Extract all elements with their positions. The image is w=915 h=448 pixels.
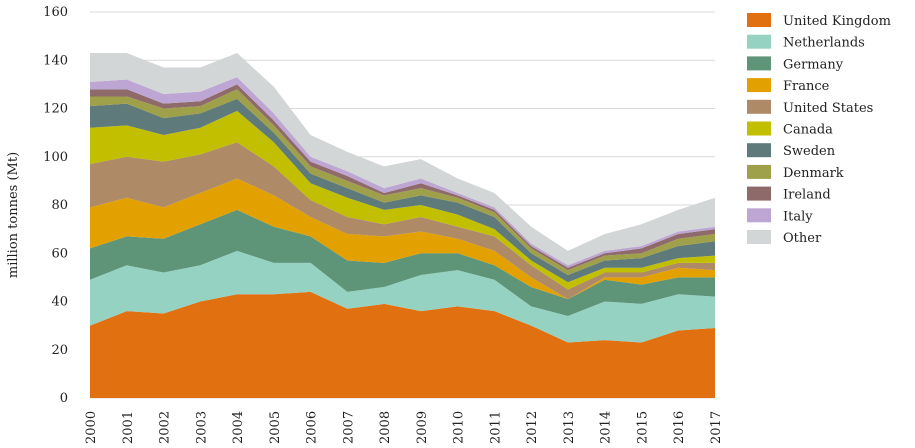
area-united-states bbox=[90, 142, 715, 300]
legend-swatch bbox=[747, 121, 771, 136]
area-sweden bbox=[90, 98, 715, 283]
legend-label: France bbox=[783, 79, 830, 94]
x-tick-label: 2003 bbox=[194, 411, 209, 444]
legend-swatch bbox=[747, 143, 771, 158]
area-italy bbox=[90, 77, 715, 268]
legend-label: Italy bbox=[783, 209, 813, 224]
area-series bbox=[90, 53, 715, 398]
x-tick-label: 2014 bbox=[599, 411, 614, 444]
legend-label: United States bbox=[783, 101, 873, 116]
legend-swatch bbox=[747, 208, 771, 223]
x-tick-label: 2002 bbox=[158, 411, 173, 444]
legend: United Kingdom Netherlands Germany France Un… bbox=[747, 13, 891, 246]
area-netherlands bbox=[90, 250, 715, 343]
area-ireland bbox=[90, 84, 715, 271]
area-denmark bbox=[90, 89, 715, 275]
y-tick-label: 160 bbox=[43, 5, 68, 20]
area-united-kingdom bbox=[90, 291, 715, 398]
legend-label: Ireland bbox=[783, 188, 831, 203]
legend-label: Netherlands bbox=[783, 36, 865, 51]
x-tick-label: 2006 bbox=[305, 411, 320, 444]
x-tick-label: 2016 bbox=[672, 411, 687, 444]
legend-label: Denmark bbox=[783, 166, 844, 181]
x-tick-label: 2001 bbox=[121, 411, 136, 444]
x-tick-label: 2000 bbox=[84, 411, 99, 444]
y-tick-label: 80 bbox=[51, 198, 68, 213]
area-germany bbox=[90, 209, 715, 316]
x-tick-label: 2009 bbox=[415, 411, 430, 444]
y-tick-label: 140 bbox=[43, 53, 68, 68]
legend-label: United Kingdom bbox=[783, 14, 891, 29]
legend-swatch bbox=[747, 164, 771, 179]
legend-label: Germany bbox=[783, 57, 844, 72]
x-tick-label: 2007 bbox=[341, 411, 356, 444]
x-tick-label: 2011 bbox=[488, 411, 503, 444]
x-tick-label: 2012 bbox=[525, 411, 540, 444]
legend-swatch bbox=[747, 99, 771, 114]
y-tick-label: 100 bbox=[43, 150, 68, 165]
x-tick-label: 2015 bbox=[635, 411, 650, 444]
area-france bbox=[90, 178, 715, 300]
x-tick-label: 2008 bbox=[378, 411, 393, 444]
y-tick-label: 120 bbox=[43, 102, 68, 117]
x-tick-label: 2017 bbox=[709, 411, 724, 444]
legend-swatch bbox=[747, 230, 771, 244]
y-axis-label: million tonnes (Mt) bbox=[6, 152, 21, 278]
legend-swatch bbox=[747, 186, 771, 201]
y-axis: 0 20 40 60 80 100 120 140 160 bbox=[43, 5, 68, 406]
legend-swatch bbox=[747, 56, 771, 71]
x-tick-label: 2004 bbox=[231, 411, 246, 444]
x-tick-label: 2010 bbox=[452, 411, 467, 444]
legend-swatch bbox=[747, 13, 771, 27]
area-other bbox=[90, 53, 715, 266]
legend-swatch bbox=[747, 78, 771, 93]
y-tick-label: 40 bbox=[51, 295, 68, 310]
legend-label: Canada bbox=[783, 123, 833, 138]
x-axis: 2000 2001 2002 2003 2004 2005 2006 2007 2008 2009… bbox=[84, 411, 724, 444]
y-tick-label: 0 bbox=[60, 391, 68, 406]
legend-label: Other bbox=[783, 231, 822, 246]
x-tick-label: 2005 bbox=[268, 411, 283, 444]
legend-label: Sweden bbox=[783, 144, 836, 159]
y-tick-label: 20 bbox=[51, 343, 68, 358]
x-tick-label: 2013 bbox=[562, 411, 577, 444]
y-tick-label: 60 bbox=[51, 246, 68, 261]
legend-swatch bbox=[747, 34, 771, 49]
